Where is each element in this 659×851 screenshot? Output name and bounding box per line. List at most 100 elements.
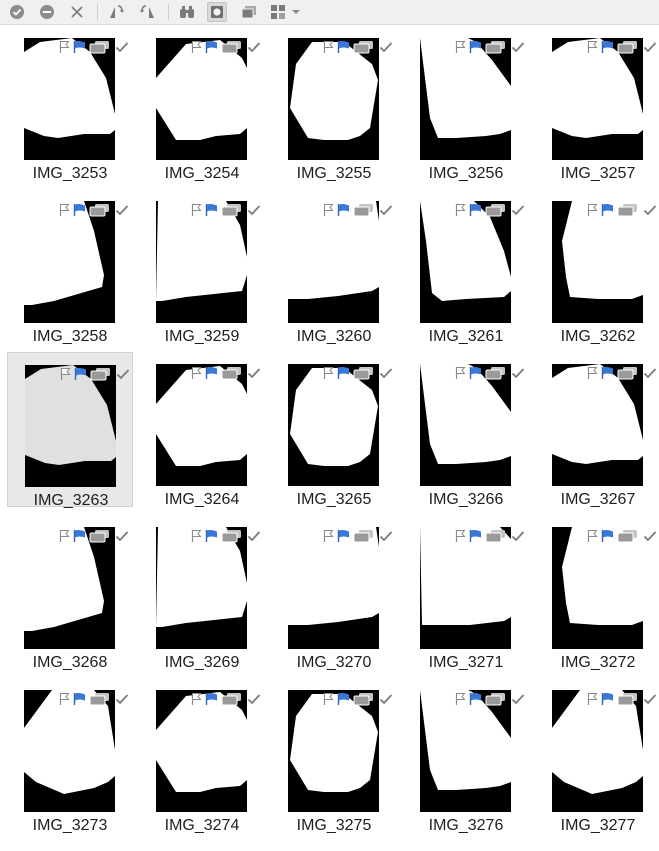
flag-outline-icon[interactable] <box>455 529 466 543</box>
flag-blue-icon[interactable] <box>337 692 350 706</box>
thumbnail-tile[interactable]: IMG_3271 <box>403 515 529 670</box>
checkmark-icon[interactable] <box>379 692 393 706</box>
flag-outline-icon[interactable] <box>455 40 466 54</box>
flag-blue-icon[interactable] <box>73 692 86 706</box>
flag-outline-icon[interactable] <box>323 366 334 380</box>
checkmark-icon[interactable] <box>247 203 261 217</box>
checkmark-icon[interactable] <box>247 366 261 380</box>
flag-outline-icon[interactable] <box>191 40 202 54</box>
flag-outline-icon[interactable] <box>323 40 334 54</box>
thumbnail-image[interactable] <box>288 690 379 812</box>
flag-outline-icon[interactable] <box>455 366 466 380</box>
compare-binoculars-button[interactable] <box>177 2 197 22</box>
thumbnail-tile[interactable]: IMG_3274 <box>139 678 265 833</box>
flag-outline-icon[interactable] <box>587 40 598 54</box>
checkmark-icon[interactable] <box>247 692 261 706</box>
stack-badge-icon[interactable] <box>485 366 507 380</box>
thumbnail-tile[interactable]: IMG_3259 <box>139 189 265 344</box>
flag-blue-icon[interactable] <box>337 40 350 54</box>
flag-outline-icon[interactable] <box>323 203 334 217</box>
flag-blue-icon[interactable] <box>337 529 350 543</box>
thumbnail-tile[interactable]: IMG_3254 <box>139 26 265 181</box>
preview-frame-button[interactable] <box>207 2 227 22</box>
flag-outline-icon[interactable] <box>455 203 466 217</box>
flag-outline-icon[interactable] <box>587 203 598 217</box>
thumbnail-image[interactable] <box>552 527 643 649</box>
checkmark-icon[interactable] <box>379 40 393 54</box>
checkmark-icon[interactable] <box>643 40 657 54</box>
flag-outline-icon[interactable] <box>323 529 334 543</box>
checkmark-icon[interactable] <box>511 529 525 543</box>
thumbnail-tile[interactable]: IMG_3267 <box>535 352 659 507</box>
flag-blue-icon[interactable] <box>205 692 218 706</box>
checkmark-icon[interactable] <box>379 203 393 217</box>
thumbnail-tile[interactable]: IMG_3275 <box>271 678 397 833</box>
thumbnail-image[interactable] <box>552 38 643 160</box>
thumbnail-image[interactable] <box>156 38 247 160</box>
flag-blue-icon[interactable] <box>74 367 87 381</box>
checkmark-icon[interactable] <box>115 40 129 54</box>
checkmark-icon[interactable] <box>511 203 525 217</box>
thumbnail-tile[interactable]: IMG_3268 <box>7 515 133 670</box>
thumbnail-tile[interactable]: IMG_3263 <box>7 352 133 507</box>
thumbnail-tile[interactable]: IMG_3260 <box>271 189 397 344</box>
flag-blue-icon[interactable] <box>469 40 482 54</box>
flag-outline-icon[interactable] <box>59 203 70 217</box>
stack-badge-icon[interactable] <box>617 40 639 54</box>
thumbnail-image[interactable] <box>420 690 511 812</box>
flag-outline-icon[interactable] <box>59 40 70 54</box>
view-grid-button[interactable] <box>268 2 288 22</box>
stack-badge-icon[interactable] <box>353 40 375 54</box>
stack-badge-icon[interactable] <box>617 692 639 706</box>
stack-badge-icon[interactable] <box>353 366 375 380</box>
rotate-right-button[interactable] <box>137 2 157 22</box>
thumbnail-tile[interactable]: IMG_3258 <box>7 189 133 344</box>
thumbnail-image[interactable] <box>420 527 511 649</box>
checkmark-icon[interactable] <box>115 692 129 706</box>
thumbnail-tile[interactable]: IMG_3276 <box>403 678 529 833</box>
flag-outline-icon[interactable] <box>59 692 70 706</box>
thumbnail-image[interactable] <box>288 38 379 160</box>
flag-blue-icon[interactable] <box>337 366 350 380</box>
thumbnail-image[interactable] <box>156 690 247 812</box>
flag-outline-icon[interactable] <box>587 366 598 380</box>
thumbnail-image[interactable] <box>552 690 643 812</box>
thumbnail-image[interactable] <box>156 201 247 323</box>
stack-badge-icon[interactable] <box>485 40 507 54</box>
checkmark-icon[interactable] <box>643 529 657 543</box>
thumbnail-tile[interactable]: IMG_3266 <box>403 352 529 507</box>
stack-badge-icon[interactable] <box>89 529 111 543</box>
thumbnail-image[interactable] <box>420 201 511 323</box>
stack-badge-icon[interactable] <box>353 692 375 706</box>
flag-outline-icon[interactable] <box>587 529 598 543</box>
flag-blue-icon[interactable] <box>73 529 86 543</box>
stack-badge-icon[interactable] <box>221 366 243 380</box>
stack-badge-icon[interactable] <box>485 529 507 543</box>
reject-circle-button[interactable] <box>37 2 57 22</box>
thumbnail-tile[interactable]: IMG_3277 <box>535 678 659 833</box>
checkmark-icon[interactable] <box>511 366 525 380</box>
thumbnail-tile[interactable]: IMG_3261 <box>403 189 529 344</box>
flag-outline-icon[interactable] <box>191 692 202 706</box>
flag-blue-icon[interactable] <box>601 40 614 54</box>
flag-blue-icon[interactable] <box>205 366 218 380</box>
thumbnail-image[interactable] <box>24 201 115 323</box>
flag-outline-icon[interactable] <box>455 692 466 706</box>
stack-badge-icon[interactable] <box>353 203 375 217</box>
flag-blue-icon[interactable] <box>73 203 86 217</box>
thumbnail-tile[interactable]: IMG_3257 <box>535 26 659 181</box>
checkmark-icon[interactable] <box>116 367 130 381</box>
checkmark-icon[interactable] <box>247 529 261 543</box>
stack-badge-icon[interactable] <box>221 203 243 217</box>
stack-badge-icon[interactable] <box>89 40 111 54</box>
thumbnail-tile[interactable]: IMG_3272 <box>535 515 659 670</box>
accept-circle-button[interactable] <box>7 2 27 22</box>
flag-blue-icon[interactable] <box>601 366 614 380</box>
rotate-left-button[interactable] <box>107 2 127 22</box>
thumbnail-image[interactable] <box>420 38 511 160</box>
checkmark-icon[interactable] <box>511 40 525 54</box>
flag-blue-icon[interactable] <box>469 692 482 706</box>
thumbnail-image[interactable] <box>24 690 115 812</box>
thumbnail-tile[interactable]: IMG_3262 <box>535 189 659 344</box>
stack-button[interactable] <box>239 2 259 22</box>
